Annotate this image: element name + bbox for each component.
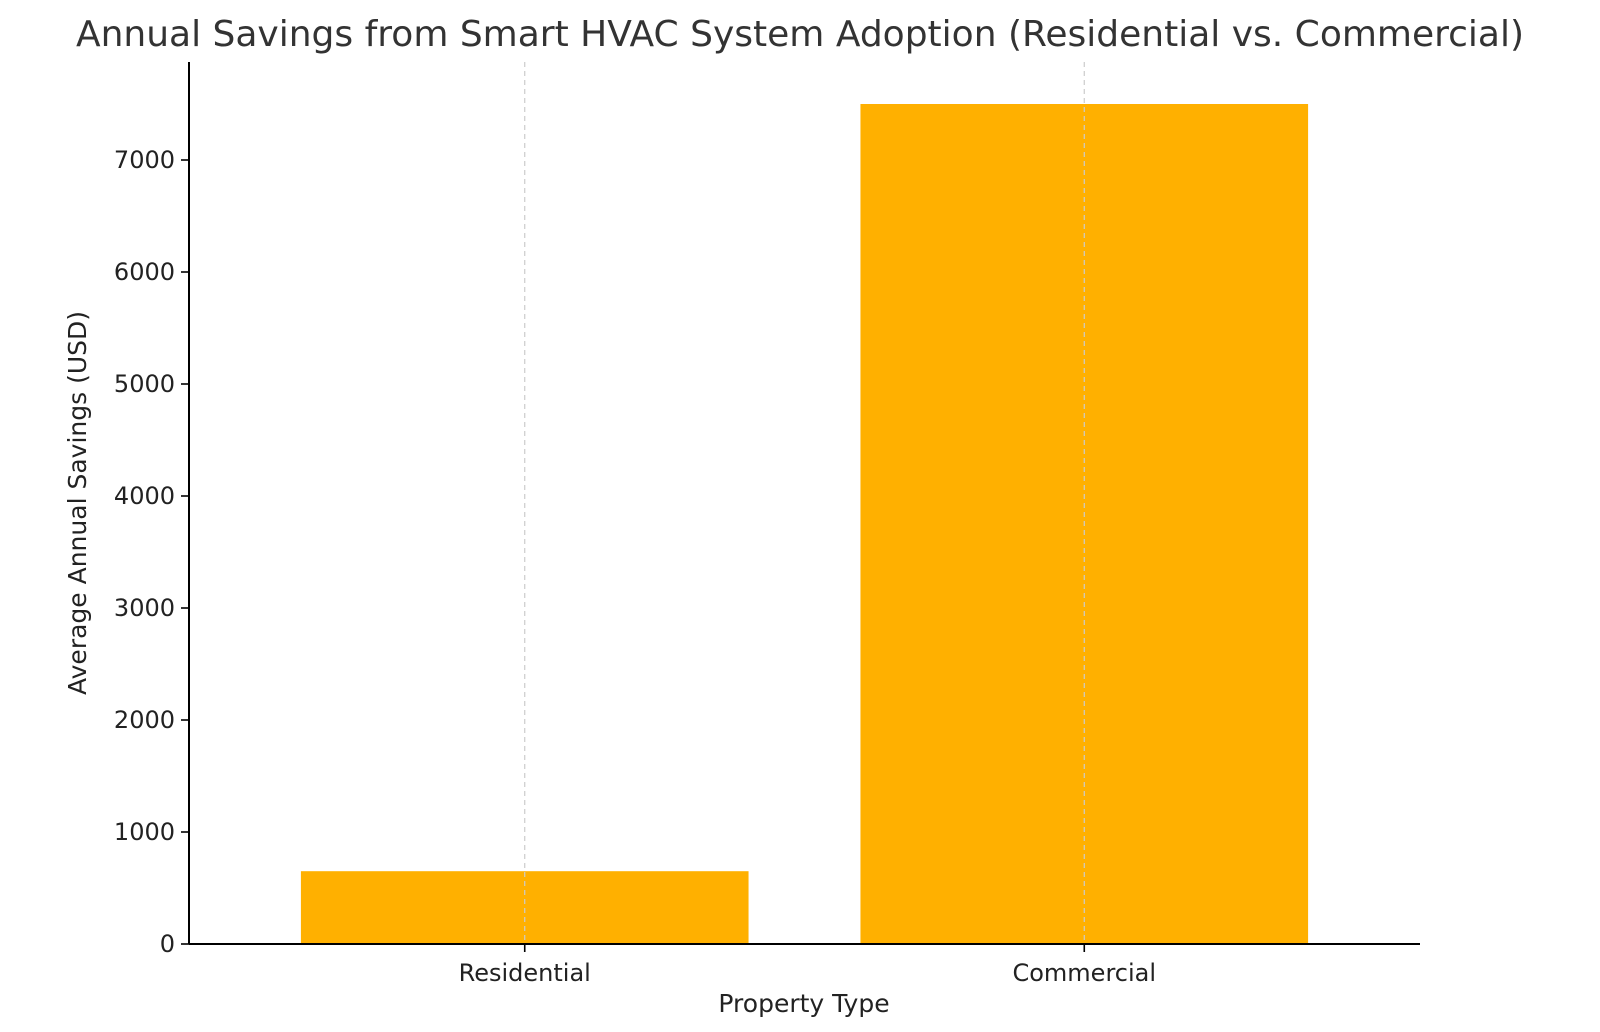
y-tick-label: 2000	[114, 706, 175, 734]
x-tick-label-commercial: Commercial	[1012, 959, 1156, 987]
y-tick-label: 6000	[114, 258, 175, 286]
x-tick-label-residential: Residential	[459, 959, 591, 987]
y-tick-label: 7000	[114, 146, 175, 174]
y-tick-label: 3000	[114, 594, 175, 622]
y-axis-ticks: 0 1000 2000 3000 4000 5000 6000 7000	[114, 146, 189, 958]
x-axis-ticks: Residential Commercial	[459, 944, 1156, 987]
y-tick-label: 5000	[114, 370, 175, 398]
y-axis-label: Average Annual Savings (USD)	[63, 311, 92, 695]
y-tick-label: 0	[160, 930, 175, 958]
bars	[300, 104, 1309, 944]
chart-title: Annual Savings from Smart HVAC System Ad…	[76, 14, 1524, 55]
x-axis-label: Property Type	[718, 989, 889, 1018]
grid-overlay	[524, 62, 1085, 944]
y-tick-label: 1000	[114, 818, 175, 846]
y-tick-label: 4000	[114, 482, 175, 510]
